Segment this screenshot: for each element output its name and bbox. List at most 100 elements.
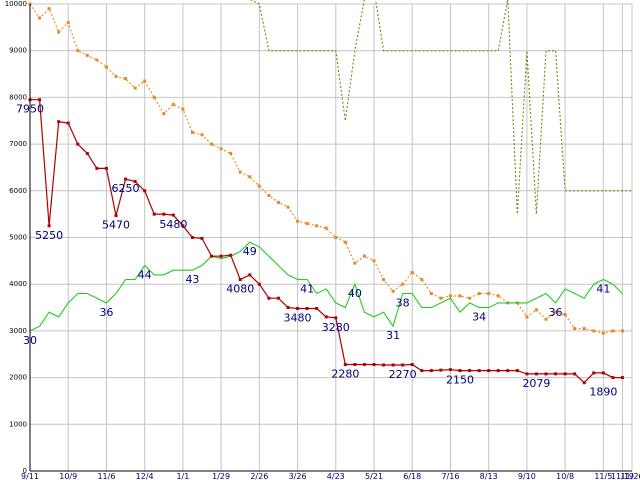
data-point-average (114, 74, 118, 78)
data-point-average (448, 294, 452, 298)
x-tick-label: 1/1 (176, 472, 189, 480)
data-point-average (353, 261, 357, 265)
data-point-price (229, 253, 233, 257)
x-tick-label: 12/4 (136, 472, 154, 480)
x-tick-label: 11/6 (97, 472, 115, 480)
data-point-price (76, 142, 80, 146)
data-point-price (601, 371, 605, 375)
data-point-average (534, 308, 538, 312)
data-point-price (372, 363, 376, 367)
data-point-average (85, 53, 89, 57)
data-label: 30 (23, 334, 37, 347)
data-label: 34 (472, 311, 486, 324)
x-tick-label: 11/19 (611, 472, 634, 480)
data-label: 3480 (284, 311, 312, 324)
y-tick-label: 0 (23, 467, 27, 475)
data-point-average (343, 240, 347, 244)
data-label: 5470 (102, 219, 130, 232)
data-point-average (248, 175, 252, 179)
data-point-average (601, 331, 605, 335)
data-point-average (190, 130, 194, 134)
data-point-average (592, 329, 596, 333)
data-point-average (487, 292, 491, 296)
data-point-price (143, 189, 147, 193)
data-point-average (554, 310, 558, 314)
data-point-price (534, 372, 538, 376)
x-tick-label: 7/16 (441, 472, 459, 480)
data-point-price (515, 369, 519, 373)
data-point-price (448, 368, 452, 372)
data-point-price (114, 214, 118, 218)
x-tick-label: 3/26 (289, 472, 307, 480)
data-point-average (38, 16, 42, 20)
data-point-average (57, 30, 61, 34)
data-point-price (162, 212, 166, 216)
data-label: 41 (596, 283, 610, 296)
data-point-price (496, 369, 500, 373)
data-label: 5250 (35, 229, 63, 242)
x-tick-label: 4/23 (327, 472, 345, 480)
data-point-price (171, 213, 175, 217)
data-point-price (66, 121, 70, 125)
data-point-price (324, 315, 328, 319)
data-point-price (248, 273, 252, 277)
data-point-average (296, 219, 300, 223)
data-point-price (104, 166, 108, 170)
data-point-average (104, 65, 108, 69)
data-point-price (620, 376, 624, 380)
data-point-price (296, 306, 300, 310)
data-point-average (420, 278, 424, 282)
x-tick-label: 1/29 (212, 472, 230, 480)
data-label: 49 (243, 245, 257, 258)
data-label: 7950 (16, 103, 44, 116)
y-tick-label: 4000 (9, 280, 27, 288)
data-label: 44 (138, 269, 152, 282)
data-point-price (362, 363, 366, 367)
data-point-average (429, 292, 433, 296)
data-point-average (95, 58, 99, 62)
series-percent (29, 241, 623, 332)
data-point-average (286, 205, 290, 209)
data-point-price (391, 363, 395, 367)
data-point-average (66, 21, 70, 25)
y-tick-label: 5000 (9, 234, 27, 242)
x-tick-label: 9/10 (518, 472, 536, 480)
x-tick-label: 9/11 (21, 472, 39, 480)
data-point-average (477, 292, 481, 296)
data-label: 2270 (389, 368, 417, 381)
data-point-price (124, 177, 128, 181)
data-point-average (496, 294, 500, 298)
data-label: 38 (396, 297, 410, 310)
data-point-average (620, 329, 624, 333)
data-point-average (267, 193, 271, 197)
series-group (28, 0, 632, 385)
data-point-average (143, 79, 147, 83)
data-point-average (382, 278, 386, 282)
data-label: 1890 (589, 386, 617, 399)
series-line-reference (249, 0, 632, 215)
data-point-average (544, 317, 548, 321)
data-point-average (401, 282, 405, 286)
data-point-average (372, 259, 376, 263)
series-line-percent (29, 241, 623, 332)
data-point-price (267, 296, 271, 300)
data-point-price (181, 224, 185, 228)
data-label: 2079 (522, 377, 550, 390)
data-label: 40 (348, 287, 362, 300)
data-point-price (85, 151, 89, 155)
x-tick-label: 8/13 (480, 472, 498, 480)
data-point-average (391, 289, 395, 293)
data-label: 2280 (331, 368, 359, 381)
y-tick-label: 1000 (9, 420, 27, 428)
data-point-price (305, 306, 309, 310)
data-point-average (124, 77, 128, 81)
data-point-price (343, 363, 347, 367)
data-point-average (47, 7, 51, 11)
data-point-price (219, 254, 223, 258)
data-point-average (257, 184, 261, 188)
data-point-price (477, 369, 481, 373)
x-tick-label: 2/26 (250, 472, 268, 480)
data-point-price (468, 369, 472, 373)
data-label: 5480 (159, 218, 187, 231)
